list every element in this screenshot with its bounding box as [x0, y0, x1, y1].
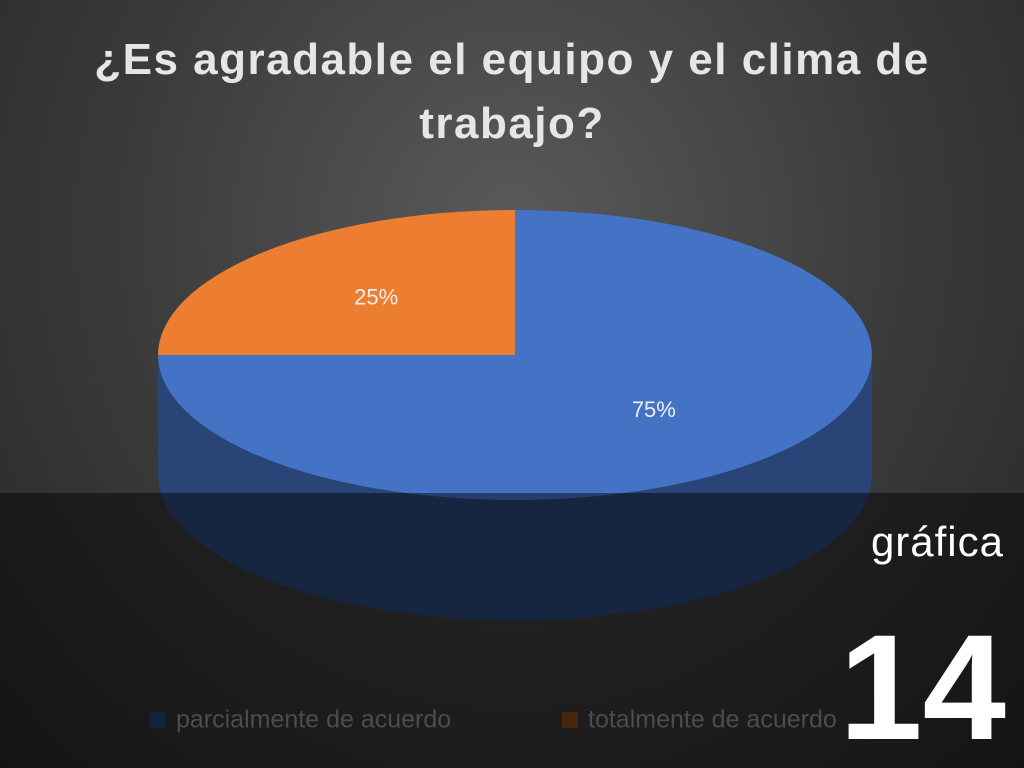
chart-title: ¿Es agradable el equipo y el clima de tr… — [94, 35, 930, 148]
caption: gráfica — [870, 518, 1004, 565]
legend-label: totalmente de acuerdo — [588, 706, 837, 734]
legend-swatch — [562, 712, 578, 728]
slide-number: 14 — [839, 603, 1006, 768]
overlay-band — [0, 493, 1024, 768]
data-label: 25% — [354, 284, 398, 309]
pie-slice-side — [158, 355, 872, 620]
legend-swatch — [150, 712, 166, 728]
pie-slice — [158, 210, 515, 355]
legend-label: parcialmente de acuerdo — [176, 706, 451, 734]
data-label: 75% — [632, 397, 676, 422]
